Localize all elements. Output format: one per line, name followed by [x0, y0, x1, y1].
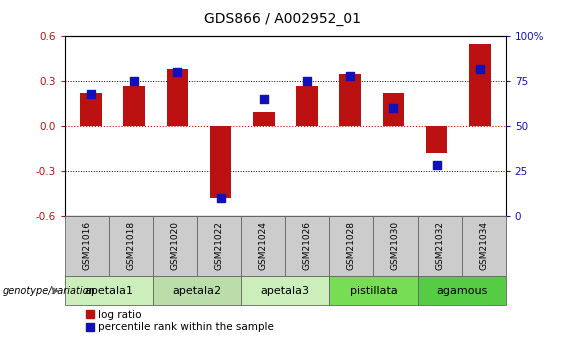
- Text: GSM21034: GSM21034: [479, 221, 488, 270]
- Bar: [285, 216, 329, 276]
- Point: [129, 78, 138, 84]
- Text: GSM21020: GSM21020: [171, 221, 180, 270]
- Text: GSM21026: GSM21026: [303, 221, 312, 270]
- Bar: [253, 112, 275, 126]
- Bar: [65, 276, 153, 305]
- Bar: [241, 276, 329, 305]
- Bar: [462, 216, 506, 276]
- Bar: [153, 276, 241, 305]
- Bar: [329, 276, 418, 305]
- Text: apetala3: apetala3: [261, 286, 310, 296]
- Point: [346, 73, 355, 78]
- Point: [389, 105, 398, 111]
- Text: agamous: agamous: [436, 286, 487, 296]
- Text: GSM21032: GSM21032: [435, 221, 444, 270]
- Bar: [153, 216, 197, 276]
- Bar: [65, 216, 109, 276]
- Text: apetala1: apetala1: [85, 286, 133, 296]
- Bar: [197, 216, 241, 276]
- Text: GSM21028: GSM21028: [347, 221, 356, 270]
- Point: [432, 162, 441, 168]
- Text: GDS866 / A002952_01: GDS866 / A002952_01: [204, 12, 361, 26]
- Text: GSM21022: GSM21022: [215, 221, 224, 270]
- Legend: log ratio, percentile rank within the sample: log ratio, percentile rank within the sa…: [81, 306, 278, 336]
- Text: GSM21016: GSM21016: [82, 221, 92, 270]
- Bar: [241, 216, 285, 276]
- Bar: [80, 93, 102, 126]
- Bar: [469, 44, 490, 126]
- Bar: [418, 216, 462, 276]
- Bar: [426, 126, 447, 153]
- Bar: [340, 73, 361, 126]
- Text: pistillata: pistillata: [350, 286, 397, 296]
- Bar: [383, 93, 404, 126]
- Text: apetala2: apetala2: [173, 286, 221, 296]
- Point: [259, 96, 268, 102]
- Text: GSM21018: GSM21018: [127, 221, 136, 270]
- Bar: [109, 216, 153, 276]
- Point: [302, 78, 311, 84]
- Bar: [418, 276, 506, 305]
- Text: genotype/variation: genotype/variation: [3, 286, 95, 296]
- Text: GSM21030: GSM21030: [391, 221, 400, 270]
- Bar: [329, 216, 373, 276]
- Bar: [123, 86, 145, 126]
- Point: [86, 91, 95, 96]
- Point: [173, 69, 182, 75]
- Bar: [296, 86, 318, 126]
- Bar: [167, 69, 188, 126]
- Point: [216, 195, 225, 200]
- Point: [475, 66, 484, 71]
- Text: GSM21024: GSM21024: [259, 221, 268, 270]
- Bar: [210, 126, 231, 198]
- Bar: [373, 216, 418, 276]
